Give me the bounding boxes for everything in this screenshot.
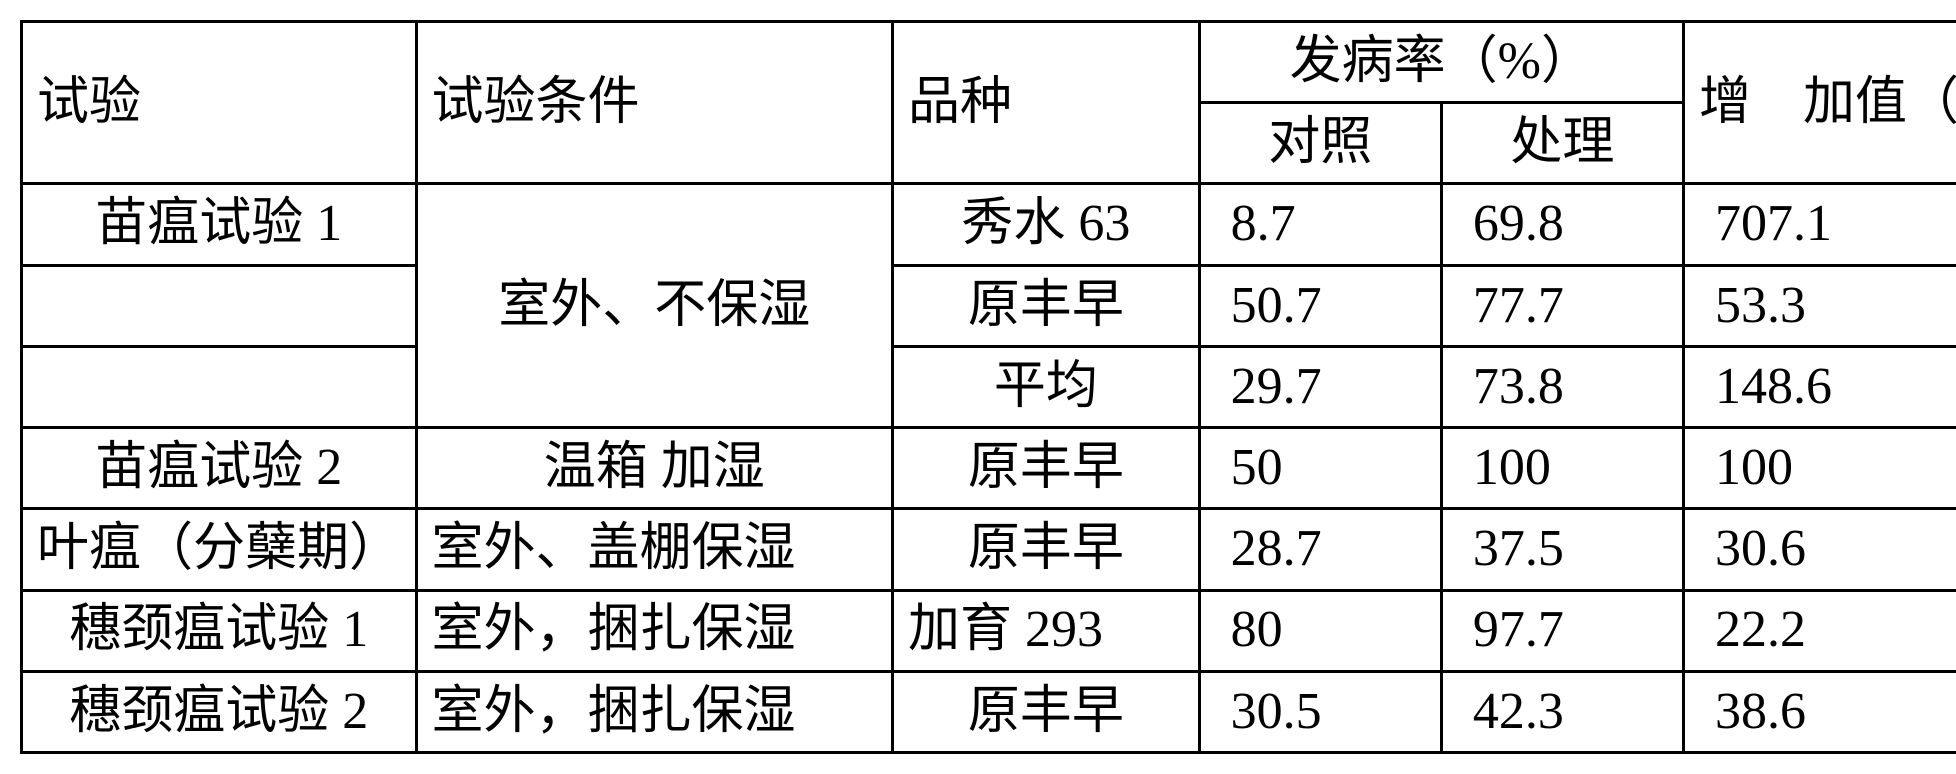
cell-exp: 苗瘟试验 1 bbox=[22, 184, 417, 265]
col-experiment: 试验 bbox=[22, 22, 417, 184]
cell-treat: 77.7 bbox=[1441, 265, 1683, 346]
cell-inc: 22.2 bbox=[1683, 590, 1956, 671]
cell-ctrl: 80 bbox=[1199, 590, 1441, 671]
cell-cond: 室外、盖棚保湿 bbox=[416, 509, 893, 590]
cell-exp: 穗颈瘟试验 1 bbox=[22, 590, 417, 671]
cell-exp bbox=[22, 265, 417, 346]
cell-variety: 原丰早 bbox=[893, 265, 1200, 346]
cell-inc: 707.1 bbox=[1683, 184, 1956, 265]
cell-treat: 42.3 bbox=[1441, 671, 1683, 752]
cell-inc: 100 bbox=[1683, 428, 1956, 509]
cell-variety: 秀水 63 bbox=[893, 184, 1200, 265]
table-row: 穗颈瘟试验 1 室外，捆扎保湿 加育 293 80 97.7 22.2 bbox=[22, 590, 1956, 671]
cell-treat: 37.5 bbox=[1441, 509, 1683, 590]
table-row: 苗瘟试验 2 温箱 加湿 原丰早 50 100 100 bbox=[22, 428, 1956, 509]
cell-cond: 室外、不保湿 bbox=[416, 184, 893, 428]
table-container: 试验 试验条件 品种 发病率（%） 增 加值（%） 对照 处理 苗瘟试验 1 室… bbox=[20, 20, 1956, 754]
table-row: 穗颈瘟试验 2 室外，捆扎保湿 原丰早 30.5 42.3 38.6 bbox=[22, 671, 1956, 752]
cell-exp: 穗颈瘟试验 2 bbox=[22, 671, 417, 752]
cell-treat: 69.8 bbox=[1441, 184, 1683, 265]
cell-exp bbox=[22, 346, 417, 427]
col-increase: 增 加值（%） bbox=[1683, 22, 1956, 184]
cell-inc: 38.6 bbox=[1683, 671, 1956, 752]
col-variety: 品种 bbox=[893, 22, 1200, 184]
table-row: 平均 29.7 73.8 148.6 bbox=[22, 346, 1956, 427]
cell-variety: 加育 293 bbox=[893, 590, 1200, 671]
cell-variety: 原丰早 bbox=[893, 509, 1200, 590]
cell-inc: 30.6 bbox=[1683, 509, 1956, 590]
cell-treat: 97.7 bbox=[1441, 590, 1683, 671]
cell-variety: 原丰早 bbox=[893, 671, 1200, 752]
cell-variety: 原丰早 bbox=[893, 428, 1200, 509]
cell-treat: 73.8 bbox=[1441, 346, 1683, 427]
table-row: 原丰早 50.7 77.7 53.3 bbox=[22, 265, 1956, 346]
cell-ctrl: 29.7 bbox=[1199, 346, 1441, 427]
cell-ctrl: 8.7 bbox=[1199, 184, 1441, 265]
cell-ctrl: 28.7 bbox=[1199, 509, 1441, 590]
cell-ctrl: 30.5 bbox=[1199, 671, 1441, 752]
cell-cond: 室外，捆扎保湿 bbox=[416, 671, 893, 752]
col-control: 对照 bbox=[1199, 103, 1441, 184]
cell-ctrl: 50 bbox=[1199, 428, 1441, 509]
col-incidence: 发病率（%） bbox=[1199, 22, 1683, 103]
table-row: 苗瘟试验 1 室外、不保湿 秀水 63 8.7 69.8 707.1 bbox=[22, 184, 1956, 265]
cell-exp: 叶瘟（分蘖期） bbox=[22, 509, 417, 590]
cell-variety: 平均 bbox=[893, 346, 1200, 427]
cell-cond: 室外，捆扎保湿 bbox=[416, 590, 893, 671]
cell-cond: 温箱 加湿 bbox=[416, 428, 893, 509]
col-treatment: 处理 bbox=[1441, 103, 1683, 184]
cell-exp: 苗瘟试验 2 bbox=[22, 428, 417, 509]
data-table: 试验 试验条件 品种 发病率（%） 增 加值（%） 对照 处理 苗瘟试验 1 室… bbox=[20, 20, 1956, 754]
cell-inc: 148.6 bbox=[1683, 346, 1956, 427]
cell-inc: 53.3 bbox=[1683, 265, 1956, 346]
col-condition: 试验条件 bbox=[416, 22, 893, 184]
table-header-row: 试验 试验条件 品种 发病率（%） 增 加值（%） bbox=[22, 22, 1956, 103]
table-row: 叶瘟（分蘖期） 室外、盖棚保湿 原丰早 28.7 37.5 30.6 bbox=[22, 509, 1956, 590]
cell-ctrl: 50.7 bbox=[1199, 265, 1441, 346]
cell-treat: 100 bbox=[1441, 428, 1683, 509]
